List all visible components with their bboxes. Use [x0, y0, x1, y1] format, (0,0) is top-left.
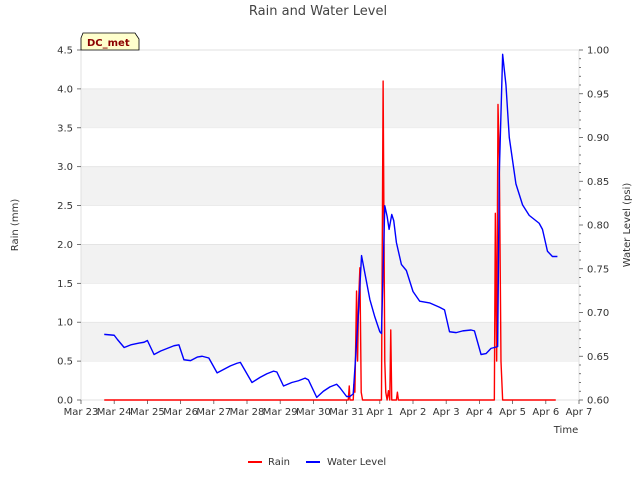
legend-label-rain: Rain [268, 457, 290, 468]
x-tick-label: Apr 4 [466, 407, 493, 418]
station-badge-label: DC_met [87, 38, 130, 49]
grid-band [81, 88, 579, 128]
grid-band [81, 166, 579, 206]
y-left-tick-label: 2.0 [57, 240, 73, 251]
y-right-tick-label: 0.65 [587, 352, 609, 363]
y-left-tick-label: 0.5 [57, 357, 73, 368]
chart-title: Rain and Water Level [249, 4, 387, 19]
legend: Rain Water Level [248, 457, 386, 468]
x-tick-label: Mar 30 [296, 407, 331, 418]
y-left-tick-label: 2.5 [57, 201, 73, 212]
y-right-tick-label: 0.75 [587, 264, 609, 275]
y-right-tick-label: 0.95 [587, 89, 609, 100]
y-axis-left-title: Rain (mm) [10, 199, 21, 252]
x-tick-label: Mar 31 [329, 407, 364, 418]
y-right-tick-label: 0.85 [587, 177, 609, 188]
grid-bands [81, 49, 579, 362]
y-left-tick-label: 4.5 [57, 46, 73, 57]
x-tick-label: Apr 6 [532, 407, 559, 418]
y-left-tick-label: 0.0 [57, 396, 73, 407]
grid-band [81, 322, 579, 362]
x-tick-label: Apr 3 [433, 407, 460, 418]
x-tick-label: Mar 23 [64, 407, 99, 418]
x-tick-label: Mar 25 [130, 407, 165, 418]
x-tick-label: Mar 27 [196, 407, 231, 418]
x-tick-label: Apr 5 [499, 407, 526, 418]
x-tick-label: Apr 7 [566, 407, 593, 418]
station-badge: DC_met [80, 32, 140, 51]
y-left-tick-label: 1.0 [57, 318, 73, 329]
y-right-tick-label: 0.60 [587, 396, 609, 407]
y-right-tick-label: 0.90 [587, 133, 609, 144]
grid-band [81, 244, 579, 284]
y-left-tick-label: 4.0 [57, 84, 73, 95]
x-tick-label: Apr 2 [400, 407, 427, 418]
y-left-tick-label: 1.5 [57, 279, 73, 290]
series-line-water-level [104, 53, 558, 399]
x-tick-label: Mar 28 [230, 407, 265, 418]
x-axis-title: Time [553, 425, 578, 436]
x-tick-label: Apr 1 [366, 407, 393, 418]
station-badge-box [80, 32, 140, 51]
y-axis-left-ticks: 0.0 0.5 1.0 1.5 2.0 2.5 3.0 3.5 4.0 4.5 [57, 46, 81, 407]
y-right-tick-label: 0.70 [587, 308, 609, 319]
x-tick-label: Mar 26 [163, 407, 198, 418]
y-left-tick-label: 3.5 [57, 123, 73, 134]
legend-label-water-level: Water Level [327, 457, 386, 468]
y-right-tick-label: 1.00 [587, 46, 609, 57]
x-tick-label: Mar 29 [263, 407, 298, 418]
x-tick-label: Mar 24 [97, 407, 132, 418]
y-right-tick-label: 0.80 [587, 221, 609, 232]
y-axis-right-ticks: 0.60 0.65 0.70 0.75 0.80 0.85 0.90 0.95 1.00 [579, 46, 609, 407]
series-layer [104, 53, 558, 401]
y-axis-right-title: Water Level (psi) [622, 183, 633, 268]
y-left-tick-label: 3.0 [57, 162, 73, 173]
